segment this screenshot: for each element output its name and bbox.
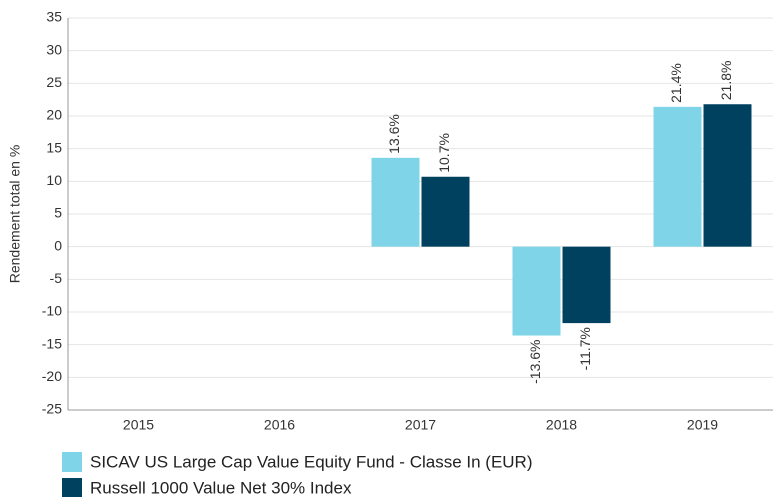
x-tick-label: 2017 bbox=[405, 417, 436, 433]
y-tick-label: -5 bbox=[50, 270, 63, 286]
value-label: -13.6% bbox=[527, 340, 543, 384]
y-axis-label: Rendement total en % bbox=[7, 145, 23, 284]
y-tick-label: -10 bbox=[42, 303, 62, 319]
x-tick-label: 2018 bbox=[546, 417, 577, 433]
value-label: 13.6% bbox=[386, 114, 402, 154]
y-tick-label: -20 bbox=[42, 368, 62, 384]
bar bbox=[653, 106, 702, 247]
y-tick-label: 0 bbox=[54, 237, 62, 253]
legend-label: Russell 1000 Value Net 30% Index bbox=[90, 478, 352, 497]
bar bbox=[562, 246, 611, 324]
bar bbox=[703, 104, 752, 247]
x-tick-label: 2016 bbox=[264, 417, 295, 433]
value-label: 10.7% bbox=[436, 133, 452, 173]
y-tick-label: 20 bbox=[46, 107, 62, 123]
bar bbox=[421, 176, 470, 247]
bar bbox=[512, 246, 561, 336]
y-tick-label: 35 bbox=[46, 9, 62, 25]
y-tick-label: 30 bbox=[46, 41, 62, 57]
y-tick-label: -15 bbox=[42, 335, 62, 351]
legend-swatch bbox=[62, 452, 82, 472]
bar bbox=[371, 157, 420, 247]
legend-swatch bbox=[62, 478, 82, 497]
x-tick-label: 2015 bbox=[123, 417, 154, 433]
x-tick-label: 2019 bbox=[687, 417, 718, 433]
y-tick-label: 15 bbox=[46, 139, 62, 155]
y-tick-label: 25 bbox=[46, 74, 62, 90]
value-label: 21.4% bbox=[668, 63, 684, 103]
legend-label: SICAV US Large Cap Value Equity Fund - C… bbox=[90, 452, 533, 471]
value-label: -11.7% bbox=[577, 327, 593, 370]
y-tick-label: 5 bbox=[54, 205, 62, 221]
value-label: 21.8% bbox=[718, 61, 734, 101]
y-tick-label: 10 bbox=[46, 172, 62, 188]
y-tick-label: -25 bbox=[42, 401, 62, 417]
